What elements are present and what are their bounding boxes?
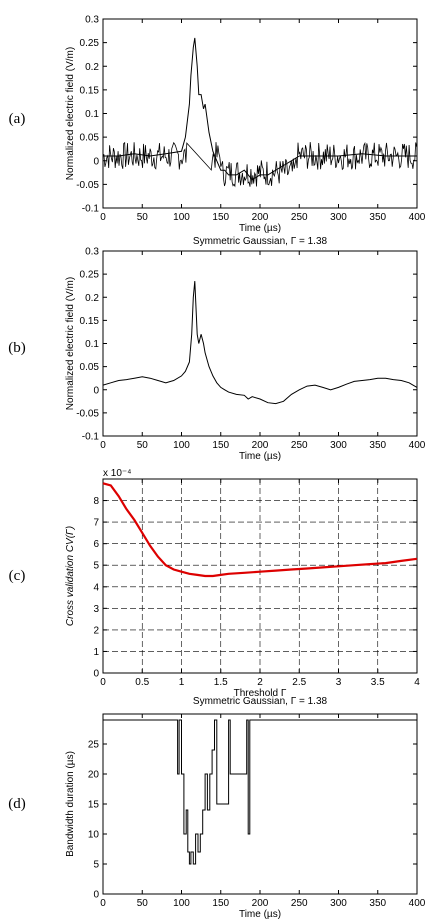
x-axis-label: Time (µs) (239, 451, 281, 462)
y-tick-label: 0.2 (85, 62, 99, 73)
y-tick-label: 7 (93, 518, 99, 529)
y-axis-label: Normalized electric field (V/m) (65, 47, 76, 180)
panel-label: (b) (8, 340, 26, 356)
plot-frame (102, 18, 418, 209)
y-tick-label: -0.1 (82, 432, 100, 443)
series-line (102, 281, 418, 405)
x-tick-label: 350 (369, 440, 386, 451)
y-tick-label: 0.25 (80, 38, 100, 49)
y-tick-label: -0.05 (76, 180, 99, 191)
panel-label: (c) (9, 568, 26, 584)
plot-frame (102, 250, 418, 437)
y-tick-label: 3 (93, 604, 99, 615)
x-tick-label: 50 (137, 212, 149, 223)
y-axis-label: Normalized electric field (V/m) (65, 277, 76, 410)
x-tick-label: 50 (137, 898, 149, 909)
x-tick-label: 150 (212, 212, 229, 223)
y-tick-label: 10 (88, 830, 100, 841)
panel-d-chart: 0 50 100 150 200 250 300 350 400 0 5 10 15 20 25 Time (… (8, 696, 426, 920)
y-tick-label: 0.1 (85, 339, 99, 350)
y-tick-label: 0.3 (85, 15, 99, 26)
x-tick-label: 2.5 (292, 677, 306, 688)
x-axis-label: Threshold Γ (234, 688, 287, 699)
y-axis-label: Bandwidth duration (µs) (65, 751, 76, 857)
x-tick-label: 1 (179, 677, 185, 688)
x-axis-label: Time (µs) (239, 909, 281, 920)
y-tick-label: 25 (88, 740, 100, 751)
y-tick-label: 0.25 (80, 270, 100, 281)
x-axis-label: Time (µs) (239, 223, 281, 234)
series-line (102, 482, 418, 578)
x-tick-label: 3 (336, 677, 342, 688)
x-tick-label: 350 (369, 212, 386, 223)
x-tick-label: 3.5 (371, 677, 385, 688)
y-tick-label: 0.15 (80, 316, 100, 327)
x-tick-label: 2 (257, 677, 263, 688)
panel-label: (d) (8, 796, 26, 812)
y-tick-label: 4 (93, 582, 99, 593)
x-tick-label: 400 (409, 440, 426, 451)
x-tick-label: 100 (173, 212, 190, 223)
y-tick-label: 0.1 (85, 109, 99, 120)
x-tick-label: 250 (291, 440, 308, 451)
y-tick-label: 0.05 (80, 133, 100, 144)
y-tick-label: 2 (93, 625, 99, 636)
chart-title: Symmetric Gaussian, Γ = 1.38 (193, 696, 328, 707)
y-tick-label: 20 (88, 770, 100, 781)
y-scale-label: x 10⁻⁴ (103, 468, 131, 479)
y-tick-label: 15 (88, 800, 100, 811)
x-tick-label: 400 (409, 898, 426, 909)
y-tick-label: -0.1 (82, 204, 100, 215)
x-tick-label: 300 (330, 440, 347, 451)
x-tick-label: 0 (100, 677, 106, 688)
x-tick-label: 1.5 (214, 677, 228, 688)
x-tick-label: 200 (252, 212, 269, 223)
panel-b-chart: 0 50 100 150 200 250 300 350 400 -0.1 -0.05 0 0.05 0.… (8, 236, 426, 462)
y-tick-label: -0.05 (76, 408, 99, 419)
x-tick-label: 150 (212, 898, 229, 909)
x-tick-label: 0 (100, 898, 106, 909)
x-tick-label: 0.5 (135, 677, 149, 688)
x-tick-label: 100 (173, 898, 190, 909)
y-tick-label: 0 (93, 669, 99, 680)
x-tick-label: 350 (369, 898, 386, 909)
x-tick-label: 200 (252, 898, 269, 909)
y-tick-label: 0 (93, 890, 99, 901)
panel-label: (a) (9, 111, 26, 127)
y-tick-label: 6 (93, 539, 99, 550)
x-tick-label: 250 (291, 898, 308, 909)
x-tick-label: 250 (291, 212, 308, 223)
y-tick-label: 8 (93, 496, 99, 507)
x-tick-label: 200 (252, 440, 269, 451)
x-tick-label: 0 (100, 440, 106, 451)
x-tick-label: 4 (414, 677, 420, 688)
y-tick-label: 0 (93, 156, 99, 167)
y-tick-label: 0.05 (80, 362, 100, 373)
series-line (103, 37, 417, 181)
chart-title: Symmetric Gaussian, Γ = 1.38 (193, 236, 328, 247)
y-tick-label: 5 (93, 860, 99, 871)
x-tick-label: 150 (212, 440, 229, 451)
x-tick-label: 300 (330, 898, 347, 909)
x-tick-label: 300 (330, 212, 347, 223)
y-tick-label: 0.2 (85, 293, 99, 304)
x-tick-label: 100 (173, 440, 190, 451)
plot-frame (102, 713, 418, 895)
series-line (103, 719, 417, 865)
y-tick-label: 1 (93, 647, 99, 658)
y-tick-label: 0 (93, 385, 99, 396)
panel-a-chart: 0 50 100 150 200 250 300 350 400 -0.1 -0.05 0 0.05 0.… (9, 15, 426, 235)
y-tick-label: 0.3 (85, 247, 99, 258)
x-tick-label: 400 (409, 212, 426, 223)
y-tick-label: 0.15 (80, 85, 100, 96)
y-axis-label: Cross validation CV(Γ) (65, 526, 76, 626)
panel-c-chart: 0 0.5 1 1.5 2 2.5 3 3.5 4 0 1 2 3 4 5 6 7 8 Threshold Γ Cro… (9, 468, 421, 699)
x-tick-label: 0 (100, 212, 106, 223)
y-tick-label: 5 (93, 561, 99, 572)
x-tick-label: 50 (137, 440, 149, 451)
